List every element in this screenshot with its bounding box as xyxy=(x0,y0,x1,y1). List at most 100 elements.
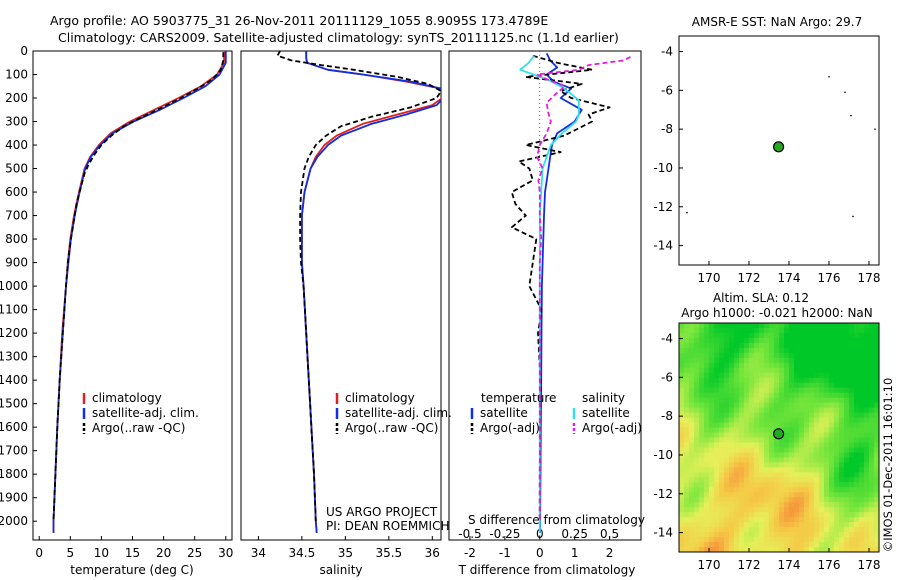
sla-heatmap-cell xyxy=(869,347,875,354)
sla-heatmap-cell xyxy=(749,332,755,339)
sla-heatmap-cell xyxy=(869,512,875,518)
sla-heatmap-cell xyxy=(874,487,879,493)
sla-heatmap-cell xyxy=(854,387,860,394)
sla-heatmap-cell xyxy=(869,382,875,389)
sla-heatmap-cell xyxy=(689,323,695,329)
sla-heatmap-cell xyxy=(844,337,850,344)
sla-heatmap-cell xyxy=(774,332,780,339)
sla-heatmap-cell xyxy=(699,377,705,384)
sla-heatmap-cell xyxy=(709,427,715,434)
sla-heatmap-cell xyxy=(799,352,805,359)
sla-heatmap-cell xyxy=(769,472,775,478)
sla-heatmap-cell xyxy=(874,367,879,374)
sla-heatmap-cell xyxy=(854,412,860,419)
sla-heatmap-cell xyxy=(744,482,750,488)
sla-heatmap-cell xyxy=(814,377,820,384)
sla-heatmap-cell xyxy=(809,482,815,488)
sla-heatmap-cell xyxy=(869,377,875,384)
sla-heatmap-cell xyxy=(679,367,685,374)
sla-heatmap-cell xyxy=(754,362,760,369)
sla-heatmap-cell xyxy=(849,452,855,459)
sla-heatmap-cell xyxy=(769,447,775,454)
sla-heatmap-cell xyxy=(689,487,695,493)
sla-heatmap-cell xyxy=(744,477,750,483)
sla-heatmap-cell xyxy=(759,532,765,538)
sla-heatmap-cell xyxy=(814,467,820,473)
sla-heatmap-cell xyxy=(704,482,710,488)
sla-heatmap-cell xyxy=(709,452,715,459)
sla-heatmap-cell xyxy=(734,387,740,394)
sla-heatmap-cell xyxy=(809,367,815,374)
sla-heatmap-cell xyxy=(769,532,775,538)
sla-heatmap-cell xyxy=(709,507,715,513)
sla-heatmap-cell xyxy=(839,547,845,552)
sla-heatmap-cell xyxy=(814,427,820,434)
sla-heatmap-cell xyxy=(844,532,850,538)
sla-heatmap-cell xyxy=(814,517,820,523)
sla-heatmap-cell xyxy=(749,527,755,533)
temp-x-tick-label: 5 xyxy=(66,546,74,560)
sla-heatmap-cell xyxy=(679,357,685,364)
sla-heatmap-cell xyxy=(854,447,860,454)
sla-heatmap-cell xyxy=(719,542,725,548)
sla-heatmap-cell xyxy=(734,327,740,334)
sla-heatmap-cell xyxy=(689,412,695,419)
sla-heatmap-cell xyxy=(709,467,715,473)
diff-legend-temp-argo-label: Argo(-adj) xyxy=(480,421,540,435)
sla-heatmap-cell xyxy=(814,532,820,538)
sla-heatmap-cell xyxy=(699,447,705,454)
sla-heatmap-cell xyxy=(689,532,695,538)
sla-heatmap-cell xyxy=(779,337,785,344)
sla-map-x-tick-label: 174 xyxy=(778,558,801,572)
sla-heatmap-cell xyxy=(804,412,810,419)
depth-tick-label: 200 xyxy=(5,91,28,105)
sla-heatmap-cell xyxy=(774,507,780,513)
sla-heatmap-cell xyxy=(704,422,710,429)
sla-heatmap-cell xyxy=(874,437,879,444)
sla-heatmap-cell xyxy=(694,497,700,503)
sla-heatmap-cell xyxy=(714,367,720,374)
sla-heatmap-cell xyxy=(819,467,825,473)
sla-heatmap-cell xyxy=(814,352,820,359)
sla-heatmap-cell xyxy=(734,357,740,364)
sla-heatmap-cell xyxy=(819,452,825,459)
sla-heatmap-cell xyxy=(774,387,780,394)
sla-heatmap-cell xyxy=(874,427,879,434)
sla-heatmap-cell xyxy=(799,357,805,364)
sla-heatmap-cell xyxy=(754,412,760,419)
sla-heatmap-cell xyxy=(734,412,740,419)
sla-heatmap-cell xyxy=(689,472,695,478)
sla-heatmap-cell xyxy=(734,422,740,429)
sla-heatmap-cell xyxy=(724,427,730,434)
sla-heatmap-cell xyxy=(874,477,879,483)
sla-heatmap-cell xyxy=(684,437,690,444)
sla-heatmap-cell xyxy=(869,432,875,439)
sla-heatmap-cell xyxy=(719,477,725,483)
sla-heatmap-cell xyxy=(859,417,865,424)
depth-tick-label: 2000 xyxy=(0,514,28,528)
temp-axes-frame xyxy=(32,50,233,541)
sla-heatmap-cell xyxy=(714,507,720,513)
sla-heatmap-cell xyxy=(684,477,690,483)
depth-tick-label: 1300 xyxy=(0,350,28,364)
sla-heatmap-cell xyxy=(824,332,830,339)
sla-heatmap-cell xyxy=(824,352,830,359)
sla-heatmap-cell xyxy=(809,407,815,414)
sla-heatmap-cell xyxy=(829,392,835,399)
temp-x-tick-label: 10 xyxy=(94,546,109,560)
sla-heatmap-cell xyxy=(709,532,715,538)
sla-heatmap-cell xyxy=(764,367,770,374)
sla-heatmap-cell xyxy=(834,522,840,528)
sla-heatmap-cell xyxy=(754,447,760,454)
sla-heatmap-cell xyxy=(719,397,725,404)
sla-heatmap-cell xyxy=(764,332,770,339)
sla-heatmap-cell xyxy=(799,432,805,439)
sla-heatmap-cell xyxy=(699,327,705,334)
sla-heatmap-cell xyxy=(819,507,825,513)
sla-heatmap-cell xyxy=(724,382,730,389)
sla-heatmap-cell xyxy=(854,472,860,478)
sla-heatmap-cell xyxy=(814,452,820,459)
header-line-2: Climatology: CARS2009. Satellite-adjuste… xyxy=(58,30,619,45)
sst-map-frame xyxy=(678,35,880,266)
sla-heatmap-cell xyxy=(824,347,830,354)
